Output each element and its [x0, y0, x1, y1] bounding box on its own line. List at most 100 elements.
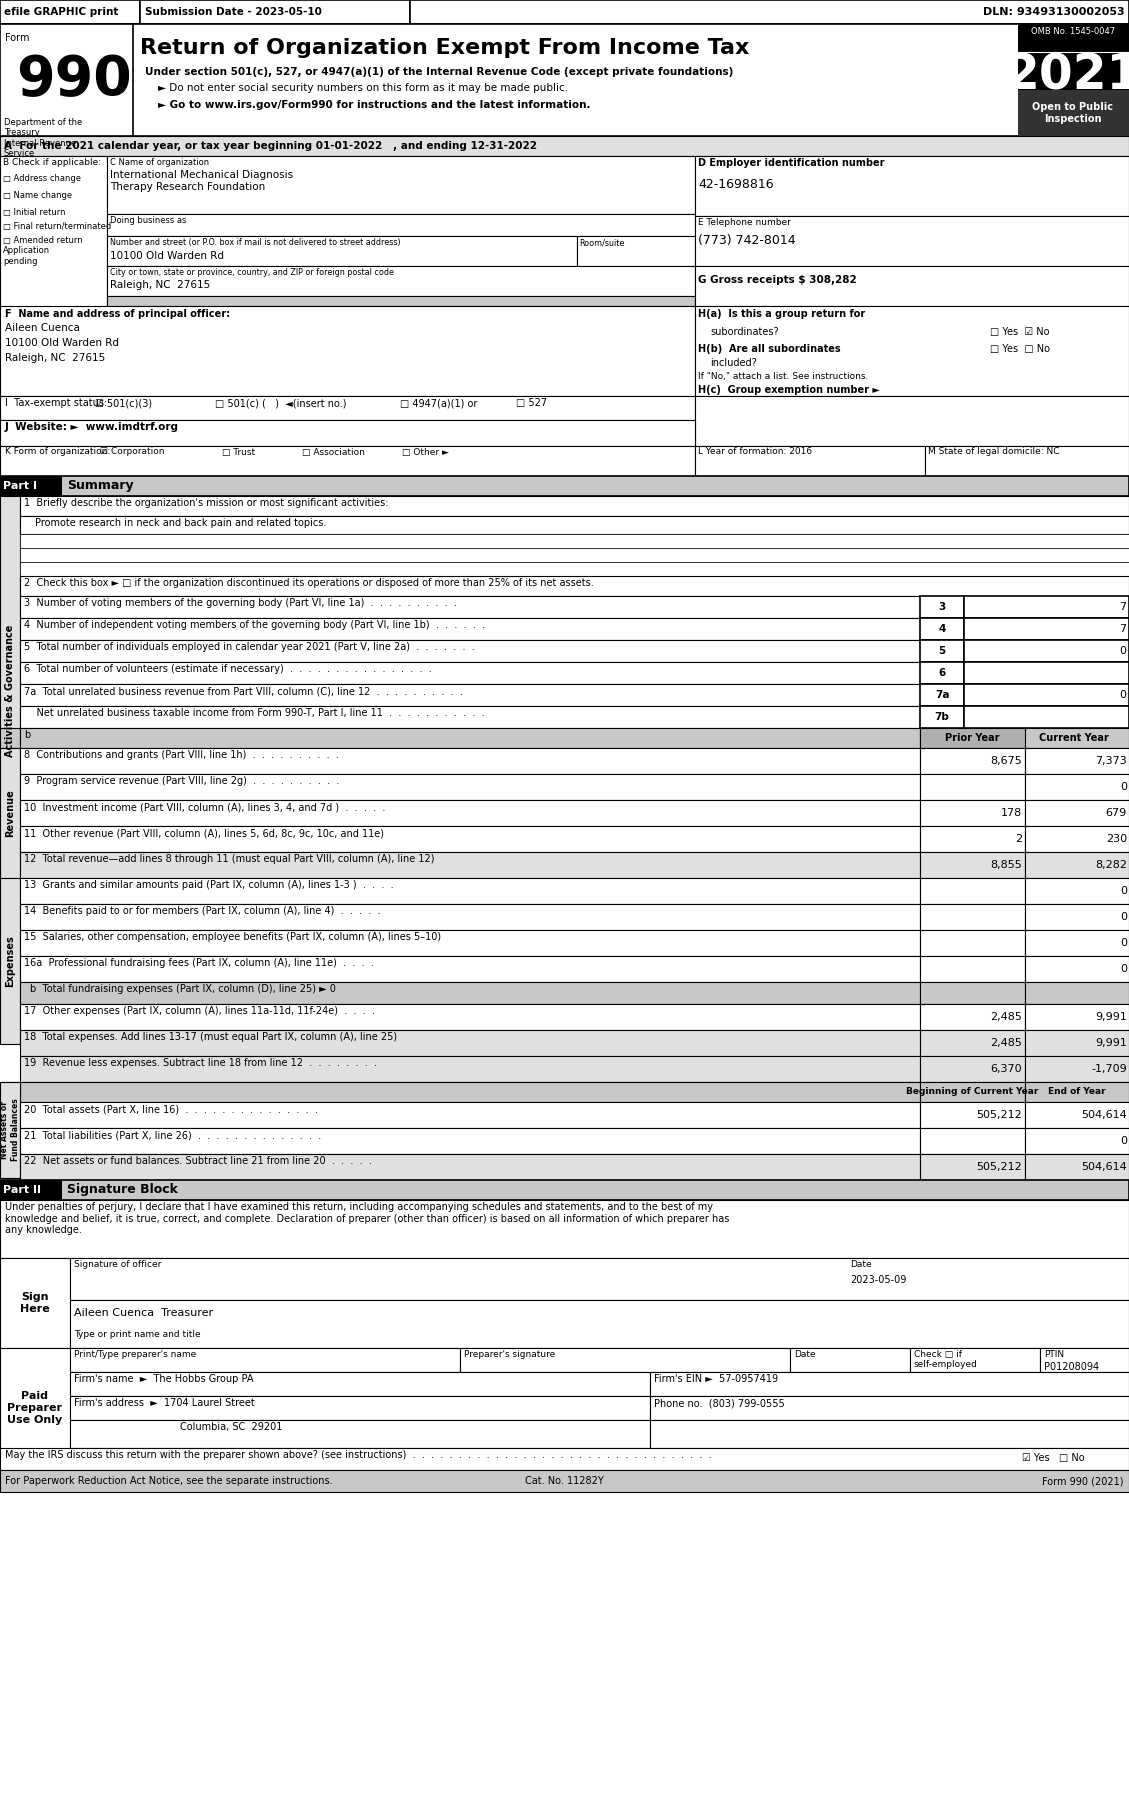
Text: C Name of organization: C Name of organization	[110, 158, 209, 167]
Bar	[695, 395, 1129, 446]
Bar	[1025, 1101, 1129, 1128]
Text: Aileen Cuenca  Treasurer: Aileen Cuenca Treasurer	[75, 1308, 213, 1319]
Text: 0: 0	[1120, 912, 1127, 922]
Text: Part I: Part I	[3, 481, 37, 492]
Bar	[20, 1128, 920, 1154]
Bar	[0, 0, 140, 24]
Text: subordinates?: subordinates?	[710, 327, 779, 337]
Text: 10100 Old Warden Rd: 10100 Old Warden Rd	[110, 250, 224, 261]
Text: Columbia, SC  29201: Columbia, SC 29201	[180, 1422, 282, 1431]
Bar	[577, 236, 695, 267]
Text: Expenses: Expenses	[5, 936, 15, 987]
Text: □ Yes  □ No: □ Yes □ No	[990, 345, 1050, 354]
Bar	[920, 597, 964, 619]
Text: Net Assets or
Fund Balances: Net Assets or Fund Balances	[0, 1099, 19, 1161]
Text: OMB No. 1545-0047: OMB No. 1545-0047	[1031, 27, 1115, 36]
Text: Signature Block: Signature Block	[67, 1183, 178, 1197]
Bar	[920, 1128, 1025, 1154]
Text: 22  Net assets or fund balances. Subtract line 21 from line 20  .  .  .  .  .: 22 Net assets or fund balances. Subtract…	[24, 1156, 371, 1166]
Text: 7: 7	[1119, 602, 1126, 611]
Bar	[0, 307, 695, 395]
Bar	[1025, 1081, 1129, 1101]
Bar	[920, 619, 964, 640]
Text: 504,614: 504,614	[1082, 1110, 1127, 1119]
Bar	[920, 727, 1129, 747]
Text: Activities & Governance: Activities & Governance	[5, 624, 15, 756]
Text: □ Other ►: □ Other ►	[402, 448, 449, 457]
Bar	[107, 214, 695, 236]
Bar	[0, 747, 20, 878]
Bar	[460, 1348, 790, 1371]
Bar	[1018, 24, 1129, 136]
Bar	[790, 1348, 910, 1371]
Bar	[0, 1179, 62, 1201]
Bar	[107, 236, 577, 267]
Text: Aileen Cuenca: Aileen Cuenca	[5, 323, 80, 334]
Text: 10  Investment income (Part VIII, column (A), lines 3, 4, and 7d )  .  .  .  .  : 10 Investment income (Part VIII, column …	[24, 802, 385, 813]
Bar	[0, 156, 107, 356]
Bar	[20, 727, 920, 747]
Bar	[920, 1154, 1025, 1179]
Text: Date: Date	[794, 1350, 815, 1359]
Bar	[0, 1448, 1129, 1469]
Text: Firm's EIN ►  57-0957419: Firm's EIN ► 57-0957419	[654, 1373, 778, 1384]
Bar	[920, 640, 964, 662]
Bar	[964, 706, 1129, 727]
Bar	[920, 825, 1025, 853]
Text: b  Total fundraising expenses (Part IX, column (D), line 25) ► 0: b Total fundraising expenses (Part IX, c…	[30, 983, 335, 994]
Text: Under section 501(c), 527, or 4947(a)(1) of the Internal Revenue Code (except pr: Under section 501(c), 527, or 4947(a)(1)…	[145, 67, 734, 76]
Text: 15  Salaries, other compensation, employee benefits (Part IX, column (A), lines : 15 Salaries, other compensation, employe…	[24, 932, 441, 941]
Text: □ Amended return
Application
pending: □ Amended return Application pending	[3, 236, 82, 267]
Text: Current Year: Current Year	[1039, 733, 1109, 744]
Text: End of Year: End of Year	[1048, 1088, 1105, 1096]
Bar	[0, 446, 695, 475]
Text: 8,282: 8,282	[1095, 860, 1127, 871]
Bar	[20, 1030, 920, 1056]
Text: B Check if applicable:: B Check if applicable:	[3, 158, 102, 167]
Bar	[695, 307, 1129, 395]
Text: Paid
Preparer
Use Only: Paid Preparer Use Only	[8, 1391, 62, 1424]
Bar	[920, 903, 1025, 931]
Text: ► Do not enter social security numbers on this form as it may be made public.: ► Do not enter social security numbers o…	[158, 83, 568, 93]
Text: 8  Contributions and grants (Part VIII, line 1h)  .  .  .  .  .  .  .  .  .  .: 8 Contributions and grants (Part VIII, l…	[24, 749, 339, 760]
Bar	[20, 562, 1129, 577]
Text: efile GRAPHIC print: efile GRAPHIC print	[5, 7, 119, 16]
Text: Firm's address  ►  1704 Laurel Street: Firm's address ► 1704 Laurel Street	[75, 1399, 255, 1408]
Text: 4: 4	[938, 624, 946, 635]
Text: Phone no.  (803) 799-0555: Phone no. (803) 799-0555	[654, 1399, 785, 1408]
Bar	[910, 1348, 1040, 1371]
Text: ► Go to www.irs.gov/Form990 for instructions and the latest information.: ► Go to www.irs.gov/Form990 for instruct…	[158, 100, 590, 111]
Bar	[0, 24, 133, 136]
Text: (773) 742-8014: (773) 742-8014	[698, 234, 796, 247]
Text: 21  Total liabilities (Part X, line 26)  .  .  .  .  .  .  .  .  .  .  .  .  .  : 21 Total liabilities (Part X, line 26) .…	[24, 1130, 322, 1139]
Bar	[0, 1179, 1129, 1201]
Text: 9  Program service revenue (Part VIII, line 2g)  .  .  .  .  .  .  .  .  .  .: 9 Program service revenue (Part VIII, li…	[24, 776, 340, 785]
Text: K Form of organization:: K Form of organization:	[5, 448, 111, 457]
Bar	[0, 24, 1129, 136]
Text: 8,675: 8,675	[990, 756, 1022, 766]
Text: □ Trust: □ Trust	[222, 448, 255, 457]
Text: □ 501(c) (   )  ◄(insert no.): □ 501(c) ( ) ◄(insert no.)	[215, 397, 347, 408]
Bar	[20, 878, 920, 903]
Bar	[964, 684, 1129, 706]
Bar	[650, 1420, 1129, 1448]
Text: Prior Year: Prior Year	[945, 733, 999, 744]
Text: 178: 178	[1000, 807, 1022, 818]
Bar	[20, 619, 920, 640]
Text: 0: 0	[1120, 782, 1127, 793]
Bar	[140, 0, 410, 24]
Bar	[920, 706, 964, 727]
Bar	[20, 1081, 920, 1101]
Bar	[70, 1371, 650, 1397]
Text: 11  Other revenue (Part VIII, column (A), lines 5, 6d, 8c, 9c, 10c, and 11e): 11 Other revenue (Part VIII, column (A),…	[24, 827, 384, 838]
Bar	[1025, 775, 1129, 800]
Text: □ Yes  ☑ No: □ Yes ☑ No	[990, 327, 1050, 337]
Text: 14  Benefits paid to or for members (Part IX, column (A), line 4)  .  .  .  .  .: 14 Benefits paid to or for members (Part…	[24, 905, 380, 916]
Text: Signature of officer: Signature of officer	[75, 1261, 161, 1270]
Text: Check □ if
self-employed: Check □ if self-employed	[914, 1350, 978, 1370]
Text: 2  Check this box ► □ if the organization discontinued its operations or dispose: 2 Check this box ► □ if the organization…	[24, 579, 594, 588]
Bar	[0, 475, 62, 495]
Bar	[70, 1397, 650, 1420]
Text: 2,485: 2,485	[990, 1038, 1022, 1048]
Bar	[107, 296, 695, 307]
